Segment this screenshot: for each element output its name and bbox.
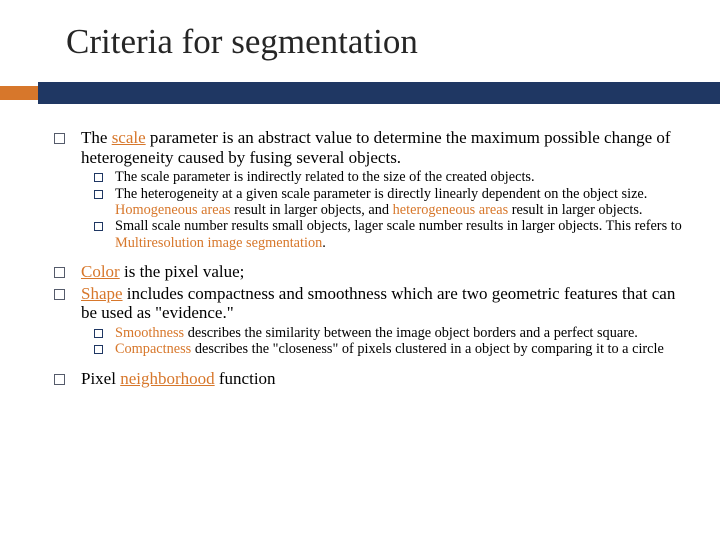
- square-bullet-icon: [94, 345, 103, 354]
- bullet-level1: The scale parameter is an abstract value…: [54, 128, 692, 167]
- bullet-text: The scale parameter is an abstract value…: [81, 128, 692, 167]
- square-bullet-icon: [54, 374, 65, 385]
- bullet-text: Pixel neighborhood function: [81, 369, 276, 389]
- square-bullet-icon: [94, 329, 103, 338]
- bullet-text: The scale parameter is indirectly relate…: [115, 169, 535, 185]
- bullet-level2: Compactness describes the "closeness" of…: [94, 341, 692, 357]
- square-bullet-icon: [54, 289, 65, 300]
- square-bullet-icon: [54, 133, 65, 144]
- divider-bar-orange: [0, 86, 38, 100]
- bullet-text: Shape includes compactness and smoothnes…: [81, 284, 692, 323]
- bullet-level2: Small scale number results small objects…: [94, 218, 692, 251]
- square-bullet-icon: [94, 222, 103, 231]
- bullet-level1: Pixel neighborhood function: [54, 369, 692, 389]
- bullet-level1: Shape includes compactness and smoothnes…: [54, 284, 692, 323]
- bullet-text: Compactness describes the "closeness" of…: [115, 341, 664, 357]
- square-bullet-icon: [54, 267, 65, 278]
- bullet-text: Small scale number results small objects…: [115, 218, 692, 251]
- square-bullet-icon: [94, 190, 103, 199]
- slide-body: The scale parameter is an abstract value…: [54, 128, 692, 390]
- bullet-text: Smoothness describes the similarity betw…: [115, 325, 638, 341]
- slide-title: Criteria for segmentation: [66, 22, 418, 62]
- bullet-level2: The heterogeneity at a given scale param…: [94, 186, 692, 219]
- bullet-level2: The scale parameter is indirectly relate…: [94, 169, 692, 185]
- square-bullet-icon: [94, 173, 103, 182]
- bullet-text: Color is the pixel value;: [81, 262, 244, 282]
- divider-bar: [0, 82, 720, 104]
- bullet-text: The heterogeneity at a given scale param…: [115, 186, 692, 219]
- bullet-level2: Smoothness describes the similarity betw…: [94, 325, 692, 341]
- divider-bar-blue: [38, 82, 720, 104]
- bullet-level1: Color is the pixel value;: [54, 262, 692, 282]
